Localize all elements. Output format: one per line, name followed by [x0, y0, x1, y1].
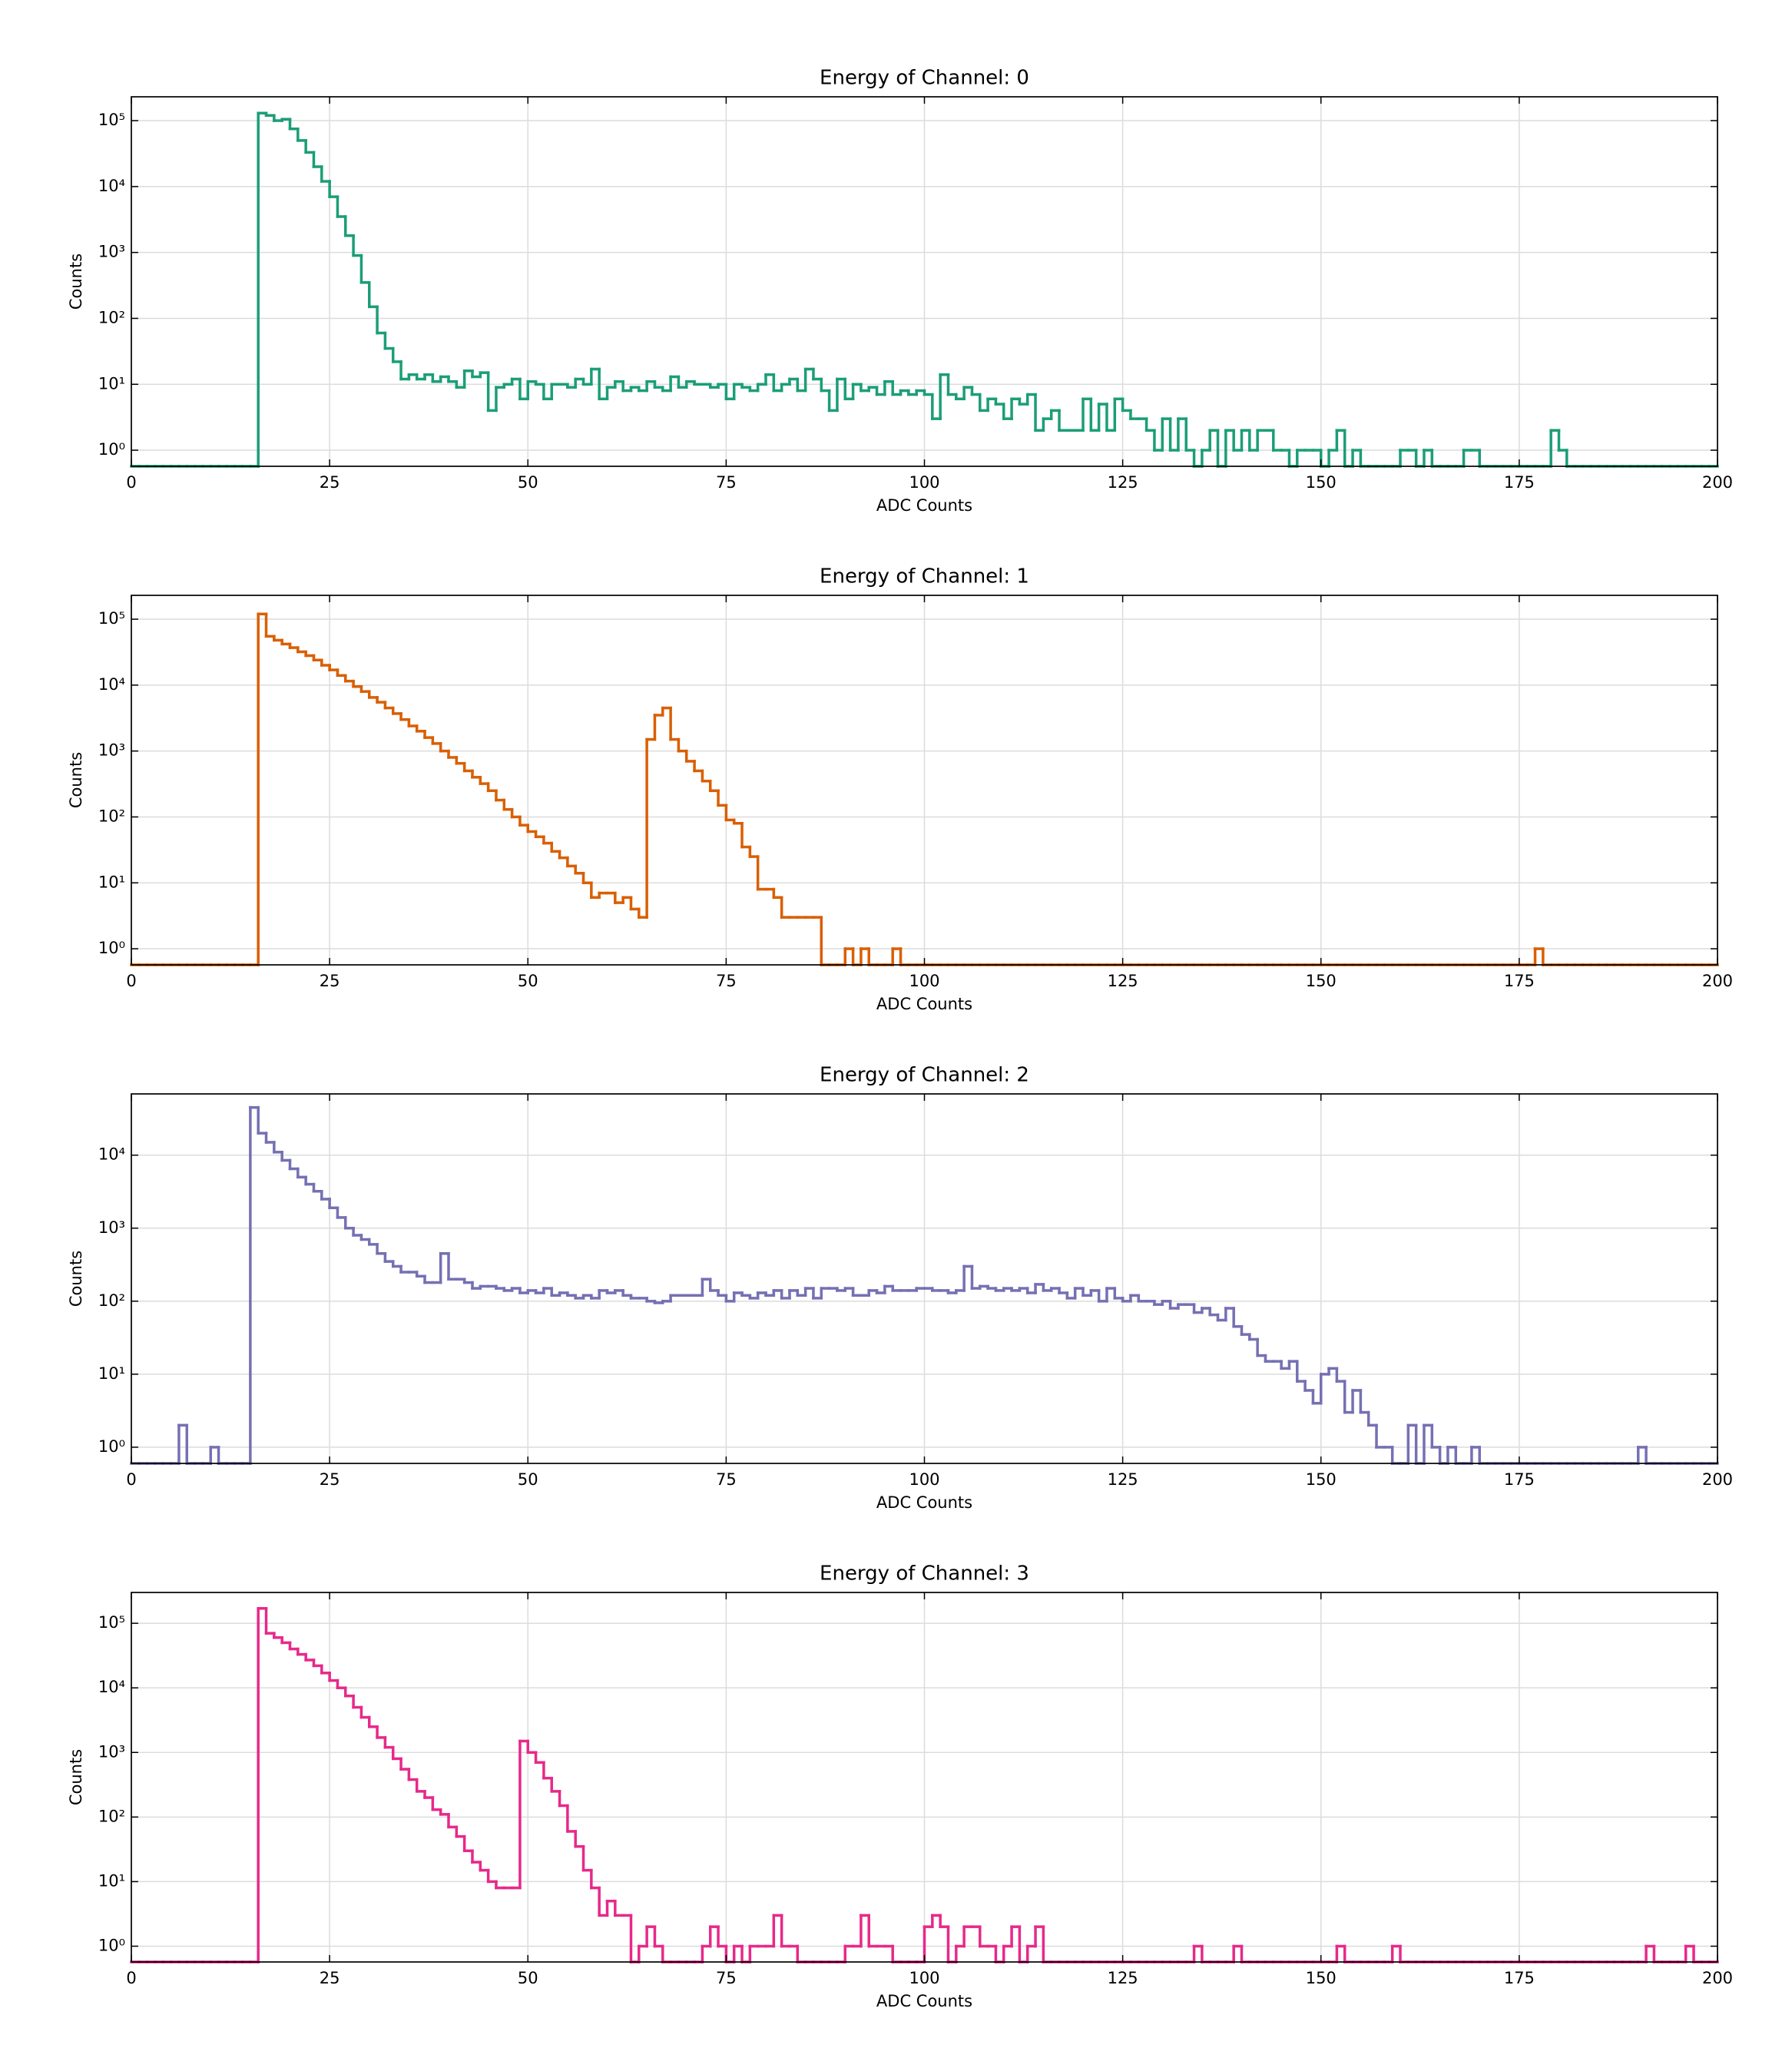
x-tick-label: 125: [1108, 473, 1138, 492]
x-axis-label: ADC Counts: [876, 496, 972, 515]
x-tick-label: 200: [1702, 1969, 1733, 1987]
x-tick-label: 175: [1504, 972, 1535, 990]
x-tick-label: 75: [716, 972, 737, 990]
x-tick-label: 200: [1702, 972, 1733, 990]
x-tick-label: 0: [126, 473, 136, 492]
y-tick-label: 10⁴: [98, 177, 125, 195]
x-tick-label: 75: [716, 1470, 737, 1489]
y-axis-label: Counts: [67, 1749, 85, 1805]
subplot: 0 25 50 75 100 125 150 175 200 10⁰ 10¹ 10² 10³ 10⁴ 10⁵…: [67, 565, 1733, 1014]
y-axis-label: Counts: [67, 1251, 85, 1307]
y-tick-label: 10¹: [98, 374, 125, 393]
y-tick-label: 10³: [98, 243, 125, 261]
x-axis-label: ADC Counts: [876, 1992, 972, 2010]
y-tick-label: 10⁵: [98, 1613, 125, 1632]
x-tick-label: 175: [1504, 1470, 1535, 1489]
y-tick-label: 10¹: [98, 1871, 125, 1890]
y-tick-label: 10⁰: [98, 939, 125, 957]
x-tick-label: 75: [716, 1969, 737, 1987]
y-axis-label: Counts: [67, 254, 85, 310]
x-tick-label: 25: [320, 473, 340, 492]
y-tick-label: 10³: [98, 741, 125, 760]
x-tick-label: 150: [1306, 1969, 1337, 1987]
x-tick-label: 0: [126, 972, 136, 990]
x-tick-label: 125: [1108, 972, 1138, 990]
y-tick-label: 10⁴: [98, 1145, 125, 1164]
chart-title: Energy of Channel: 3: [820, 1563, 1029, 1586]
chart-title: Energy of Channel: 2: [820, 1064, 1029, 1087]
y-tick-label: 10⁵: [98, 111, 125, 129]
x-tick-label: 200: [1702, 1470, 1733, 1489]
y-tick-label: 10²: [98, 1291, 125, 1310]
x-tick-label: 175: [1504, 473, 1535, 492]
x-tick-label: 50: [518, 1969, 538, 1987]
x-axis-label: ADC Counts: [876, 995, 972, 1013]
y-axis-label: Counts: [67, 752, 85, 808]
x-tick-label: 75: [716, 473, 737, 492]
subplot: 0 25 50 75 100 125 150 175 200 10⁰ 10¹ 10² 10³ 10⁴ Ene…: [67, 1064, 1733, 1513]
chart-title: Energy of Channel: 1: [820, 565, 1029, 588]
subplot: 0 25 50 75 100 125 150 175 200 10⁰ 10¹ 10² 10³ 10⁴ 10⁵…: [67, 1563, 1733, 2011]
y-tick-label: 10⁰: [98, 440, 125, 459]
chart-title: Energy of Channel: 0: [820, 67, 1029, 90]
x-tick-label: 125: [1108, 1470, 1138, 1489]
x-tick-label: 50: [518, 1470, 538, 1489]
y-tick-label: 10⁵: [98, 609, 125, 628]
x-tick-label: 25: [320, 1470, 340, 1489]
x-tick-label: 100: [909, 972, 939, 990]
y-tick-label: 10²: [98, 807, 125, 825]
y-tick-label: 10¹: [98, 873, 125, 891]
y-tick-label: 10²: [98, 1807, 125, 1825]
y-tick-label: 10¹: [98, 1364, 125, 1383]
x-tick-label: 175: [1504, 1969, 1535, 1987]
x-tick-label: 150: [1306, 1470, 1337, 1489]
x-tick-label: 150: [1306, 473, 1337, 492]
x-tick-label: 0: [126, 1470, 136, 1489]
y-tick-label: 10⁰: [98, 1936, 125, 1954]
x-tick-label: 25: [320, 1969, 340, 1987]
y-tick-label: 10⁴: [98, 1678, 125, 1696]
y-tick-label: 10³: [98, 1742, 125, 1761]
subplot: 0 25 50 75 100 125 150 175 200 10⁰ 10¹ 10² 10³ 10⁴ 10⁵…: [67, 67, 1733, 515]
x-tick-label: 150: [1306, 972, 1337, 990]
y-tick-label: 10²: [98, 308, 125, 326]
x-tick-label: 100: [909, 1969, 939, 1987]
y-tick-label: 10⁰: [98, 1437, 125, 1456]
x-tick-label: 50: [518, 972, 538, 990]
x-tick-label: 0: [126, 1969, 136, 1987]
y-tick-label: 10⁴: [98, 675, 125, 694]
x-tick-label: 25: [320, 972, 340, 990]
x-axis-label: ADC Counts: [876, 1493, 972, 1512]
x-tick-label: 125: [1108, 1969, 1138, 1987]
x-tick-label: 200: [1702, 473, 1733, 492]
x-tick-label: 100: [909, 473, 939, 492]
x-tick-label: 100: [909, 1470, 939, 1489]
y-tick-label: 10³: [98, 1218, 125, 1237]
x-tick-label: 50: [518, 473, 538, 492]
